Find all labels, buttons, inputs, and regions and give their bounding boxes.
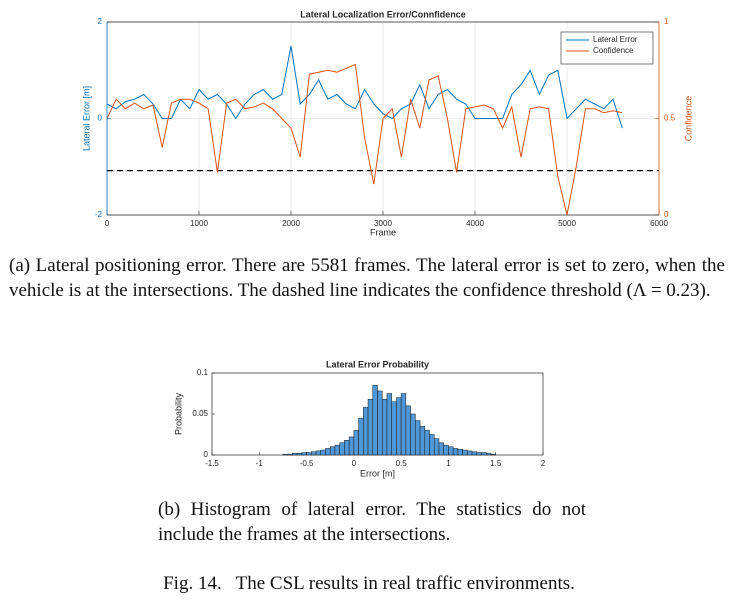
figure-caption: Fig. 14. The CSL results in real traffic…	[163, 573, 575, 594]
x-axis-label: Frame	[370, 227, 396, 237]
caption-a: (a) Lateral positioning error. There are…	[9, 255, 730, 301]
histogram-bar	[400, 393, 407, 456]
chart-title: Lateral Localization Error/Connfidence	[300, 9, 466, 19]
legend-box	[560, 31, 654, 65]
histogram-bar	[344, 439, 350, 456]
histogram-bar	[486, 453, 492, 456]
y-tick-label: 0	[98, 114, 103, 123]
x-tick-label: 2	[541, 459, 546, 468]
x-tick-label: 0	[105, 219, 110, 228]
histogram-bar	[471, 451, 478, 456]
histogram-bar	[419, 426, 426, 456]
histogram-bar	[339, 442, 345, 456]
y-tick-label: -2	[95, 210, 103, 219]
y2-tick-label: 0.5	[664, 114, 676, 123]
histogram-bar	[348, 436, 355, 456]
series-line	[106, 46, 623, 129]
histogram-bar	[476, 452, 482, 456]
histogram-bar	[377, 390, 383, 456]
x-tick-label: 5000	[558, 219, 576, 228]
x-tick-label: 6000	[650, 219, 668, 228]
histogram-bar	[296, 453, 303, 456]
histogram-bar	[315, 450, 322, 456]
histogram-bar	[452, 448, 459, 456]
histogram-bar	[467, 450, 473, 456]
histogram-bar	[490, 453, 496, 456]
y-tick-label: 0.05	[192, 409, 208, 418]
histogram-bar	[391, 401, 397, 456]
y-tick-label: 0	[204, 450, 209, 459]
x-tick-label: 3000	[374, 219, 392, 228]
histogram-bar	[358, 417, 364, 456]
legend-label: Lateral Error	[593, 35, 638, 44]
histogram-bar	[353, 430, 359, 456]
histogram-bar	[381, 398, 388, 456]
histogram-bar	[438, 442, 444, 456]
x-tick-label: 4000	[466, 219, 484, 228]
y-axis-label: Lateral Error [m]	[81, 86, 91, 151]
caption-b: (b) Histogram of lateral error. The stat…	[158, 499, 591, 545]
histogram-bar	[429, 434, 435, 456]
x-tick-label: 2000	[282, 219, 300, 228]
histogram-bar	[287, 453, 293, 456]
y-tick-label: 0.1	[197, 368, 209, 377]
x-tick-label: 1	[446, 459, 451, 468]
histogram-bar	[301, 452, 307, 456]
histogram-bar	[396, 397, 402, 456]
y-tick-label: 2	[98, 17, 103, 26]
x-tick-label: -0.5	[300, 459, 314, 468]
histogram-bar	[405, 405, 411, 456]
histogram-bar	[424, 430, 430, 456]
histogram-bar	[311, 451, 317, 456]
histogram-bar	[410, 413, 416, 456]
legend-label: Confidence	[593, 46, 634, 55]
histogram-bar	[367, 398, 374, 456]
histogram-bar	[329, 446, 336, 456]
series-line	[106, 63, 623, 216]
x-tick-label: 0.5	[396, 459, 408, 468]
histogram-bar	[443, 444, 449, 456]
histogram-bar	[433, 438, 440, 456]
chart-title: Lateral Error Probability	[326, 359, 429, 369]
histogram-bar	[386, 393, 392, 456]
histogram-bar	[448, 446, 454, 456]
histogram-bar	[481, 452, 487, 456]
histogram-bar	[282, 453, 288, 456]
y2-tick-label: 0	[664, 210, 669, 219]
histogram-bar	[306, 452, 312, 456]
x-tick-label: 1.5	[490, 459, 502, 468]
x-axis-label: Error [m]	[360, 468, 395, 478]
histogram-bar	[325, 448, 331, 456]
y2-tick-label: 1	[664, 17, 669, 26]
histogram-bar	[462, 449, 468, 456]
y-axis-label: Probability	[173, 392, 183, 435]
histogram-bar	[292, 453, 298, 456]
histogram-bar	[415, 420, 421, 456]
x-tick-label: -1	[256, 459, 264, 468]
x-tick-label: -1.5	[205, 459, 219, 468]
x-tick-label: 1000	[190, 219, 208, 228]
histogram-bar	[320, 449, 326, 456]
histogram-bar	[457, 449, 463, 456]
histogram-bar	[372, 385, 378, 456]
histogram-bar	[363, 407, 369, 456]
histogram-bar	[334, 444, 340, 456]
x-tick-label: 0	[352, 459, 357, 468]
y2-axis-label: Confidence	[683, 96, 693, 142]
